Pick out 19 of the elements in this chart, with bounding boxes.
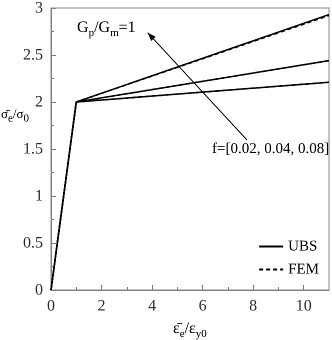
y-tick-label: 2.5 [23, 46, 43, 64]
y-tick-label: 1.5 [23, 140, 43, 158]
y-tick-label: 3 [35, 0, 43, 16]
legend-label: UBS [288, 238, 318, 254]
x-tick-label: 8 [249, 298, 258, 314]
x-tick-label: 2 [98, 298, 106, 314]
y-tick-label: 0 [35, 282, 43, 298]
annotation: G$_{p}$/G$_{m}$=1 [77, 18, 136, 39]
legend-label: FEM [288, 262, 319, 278]
y-tick-label: 2 [35, 94, 43, 110]
y-axis-title: σ̄$_{e}$/σ$_{0}$ [1, 106, 30, 125]
y-tick-label: 1 [35, 188, 43, 204]
x-tick-label: 0 [47, 298, 55, 314]
y-tick-label: 0.5 [23, 234, 43, 252]
x-tick-label: 6 [198, 298, 207, 314]
annotation: f=[0.02, 0.04, 0.08] [212, 141, 330, 157]
x-axis-title: ε̄$_{e}$/ε$_{y0}$ [173, 320, 207, 340]
x-tick-label: 10 [296, 298, 312, 314]
x-tick-label: 4 [148, 298, 156, 314]
